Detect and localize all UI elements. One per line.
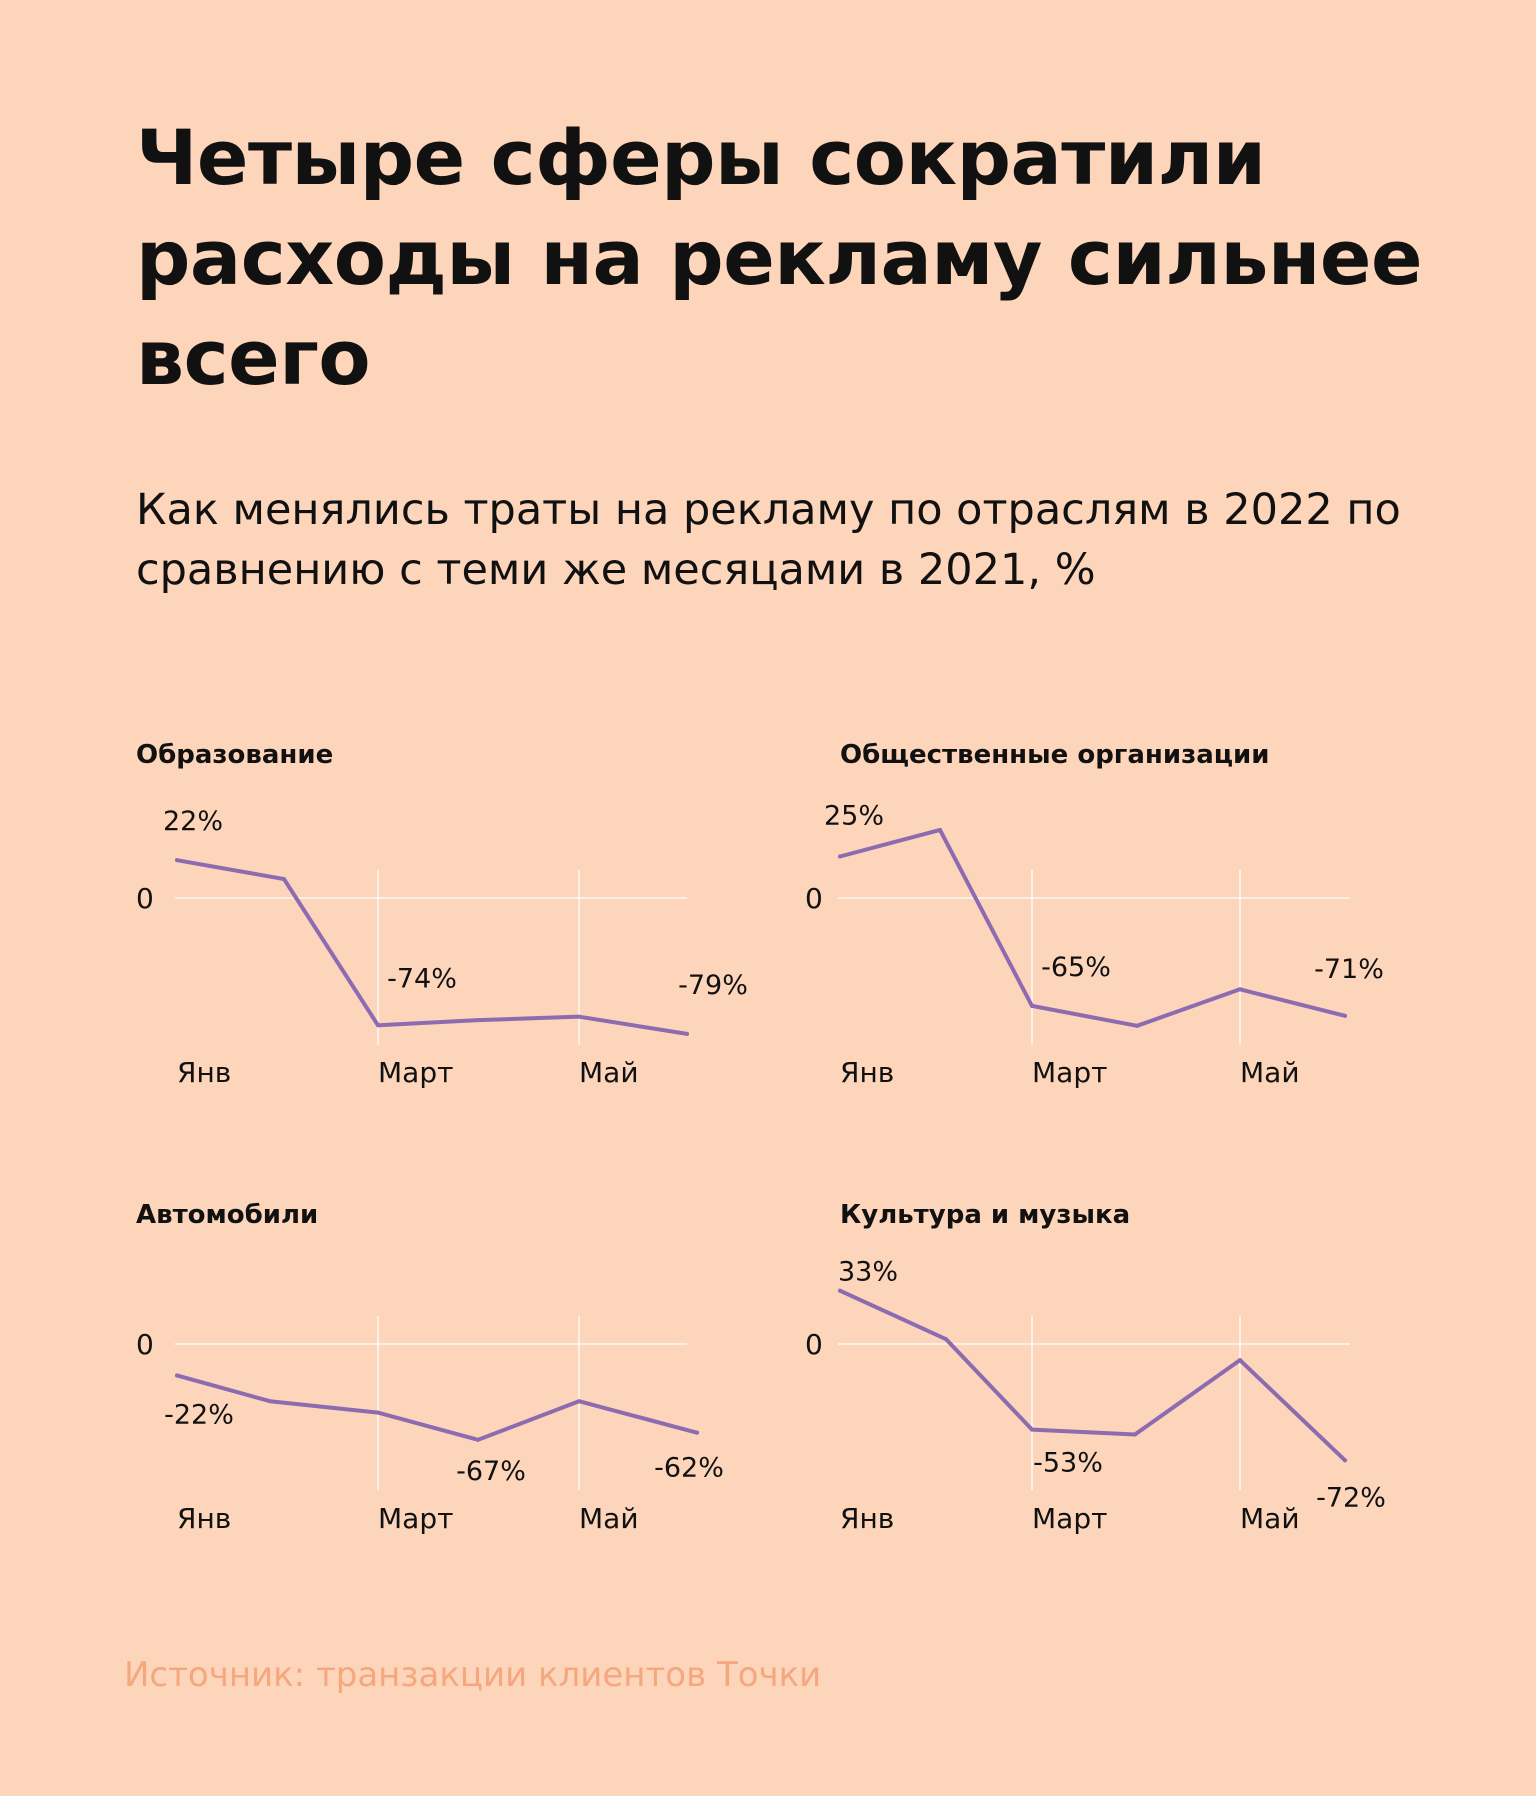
series-line	[175, 1373, 699, 1442]
data-label: -74%	[387, 963, 457, 994]
data-point	[685, 1031, 689, 1036]
data-label: -65%	[1041, 952, 1111, 983]
x-tick-label: Май	[579, 1056, 639, 1089]
data-point	[1030, 1003, 1034, 1008]
chart-title-culture-music: Культура и музыка	[840, 1200, 1131, 1230]
chart-title-automobiles: Автомобили	[136, 1200, 319, 1230]
data-point	[1135, 1023, 1139, 1028]
data-point	[282, 877, 286, 882]
x-tick-label: Янв	[177, 1502, 231, 1535]
data-point	[838, 854, 842, 859]
data-point	[938, 827, 942, 832]
series-line	[175, 858, 689, 1036]
data-point	[1343, 1458, 1347, 1463]
x-tick-label: Май	[579, 1502, 639, 1535]
data-label: -53%	[1033, 1448, 1103, 1479]
x-tick-label: Май	[1240, 1502, 1300, 1535]
page-subtitle: Как менялись траты на рекламу по отрасля…	[136, 485, 1401, 595]
data-label: -71%	[1314, 954, 1384, 985]
page-title: Четыре сферы сократили расходы на реклам…	[136, 113, 1423, 402]
data-point	[577, 1014, 581, 1019]
data-label: 33%	[838, 1257, 898, 1288]
data-label: 22%	[163, 806, 223, 837]
data-point	[1343, 1013, 1347, 1018]
data-label: -22%	[164, 1399, 234, 1430]
data-label: -62%	[654, 1453, 724, 1484]
data-point	[175, 858, 179, 863]
data-point	[838, 1288, 842, 1293]
chart-title-public-orgs: Общественные организации	[840, 740, 1270, 770]
data-label: -67%	[456, 1456, 526, 1487]
data-point	[695, 1430, 699, 1435]
chart-title-education: Образование	[136, 740, 334, 770]
data-point	[476, 1018, 480, 1023]
data-point	[376, 1023, 380, 1028]
data-point	[268, 1399, 272, 1404]
y-tick-label: 0	[136, 882, 154, 915]
data-label: -79%	[678, 970, 748, 1001]
y-tick-label: 0	[805, 882, 823, 915]
x-tick-label: Март	[1032, 1056, 1107, 1089]
series-line	[838, 827, 1347, 1028]
x-tick-label: Март	[378, 1502, 453, 1535]
y-tick-label: 0	[136, 1328, 154, 1361]
x-tick-label: Март	[1032, 1502, 1107, 1535]
x-tick-label: Янв	[840, 1502, 894, 1535]
source-note: Источник: транзакции клиентов Точки	[124, 1655, 822, 1695]
data-point	[175, 1373, 179, 1378]
data-point	[577, 1399, 581, 1404]
data-point	[376, 1410, 380, 1415]
series-line	[838, 1288, 1347, 1463]
data-point	[944, 1337, 948, 1342]
data-point	[1030, 1427, 1034, 1432]
data-label: 25%	[824, 801, 884, 832]
y-tick-label: 0	[805, 1328, 823, 1361]
x-tick-label: Март	[378, 1056, 453, 1089]
x-tick-label: Янв	[840, 1056, 894, 1089]
data-point	[1133, 1432, 1137, 1437]
data-point	[1238, 1358, 1242, 1363]
data-point	[476, 1437, 480, 1442]
data-label: -72%	[1316, 1482, 1386, 1513]
x-tick-label: Май	[1240, 1056, 1300, 1089]
x-tick-label: Янв	[177, 1056, 231, 1089]
data-point	[1238, 987, 1242, 992]
